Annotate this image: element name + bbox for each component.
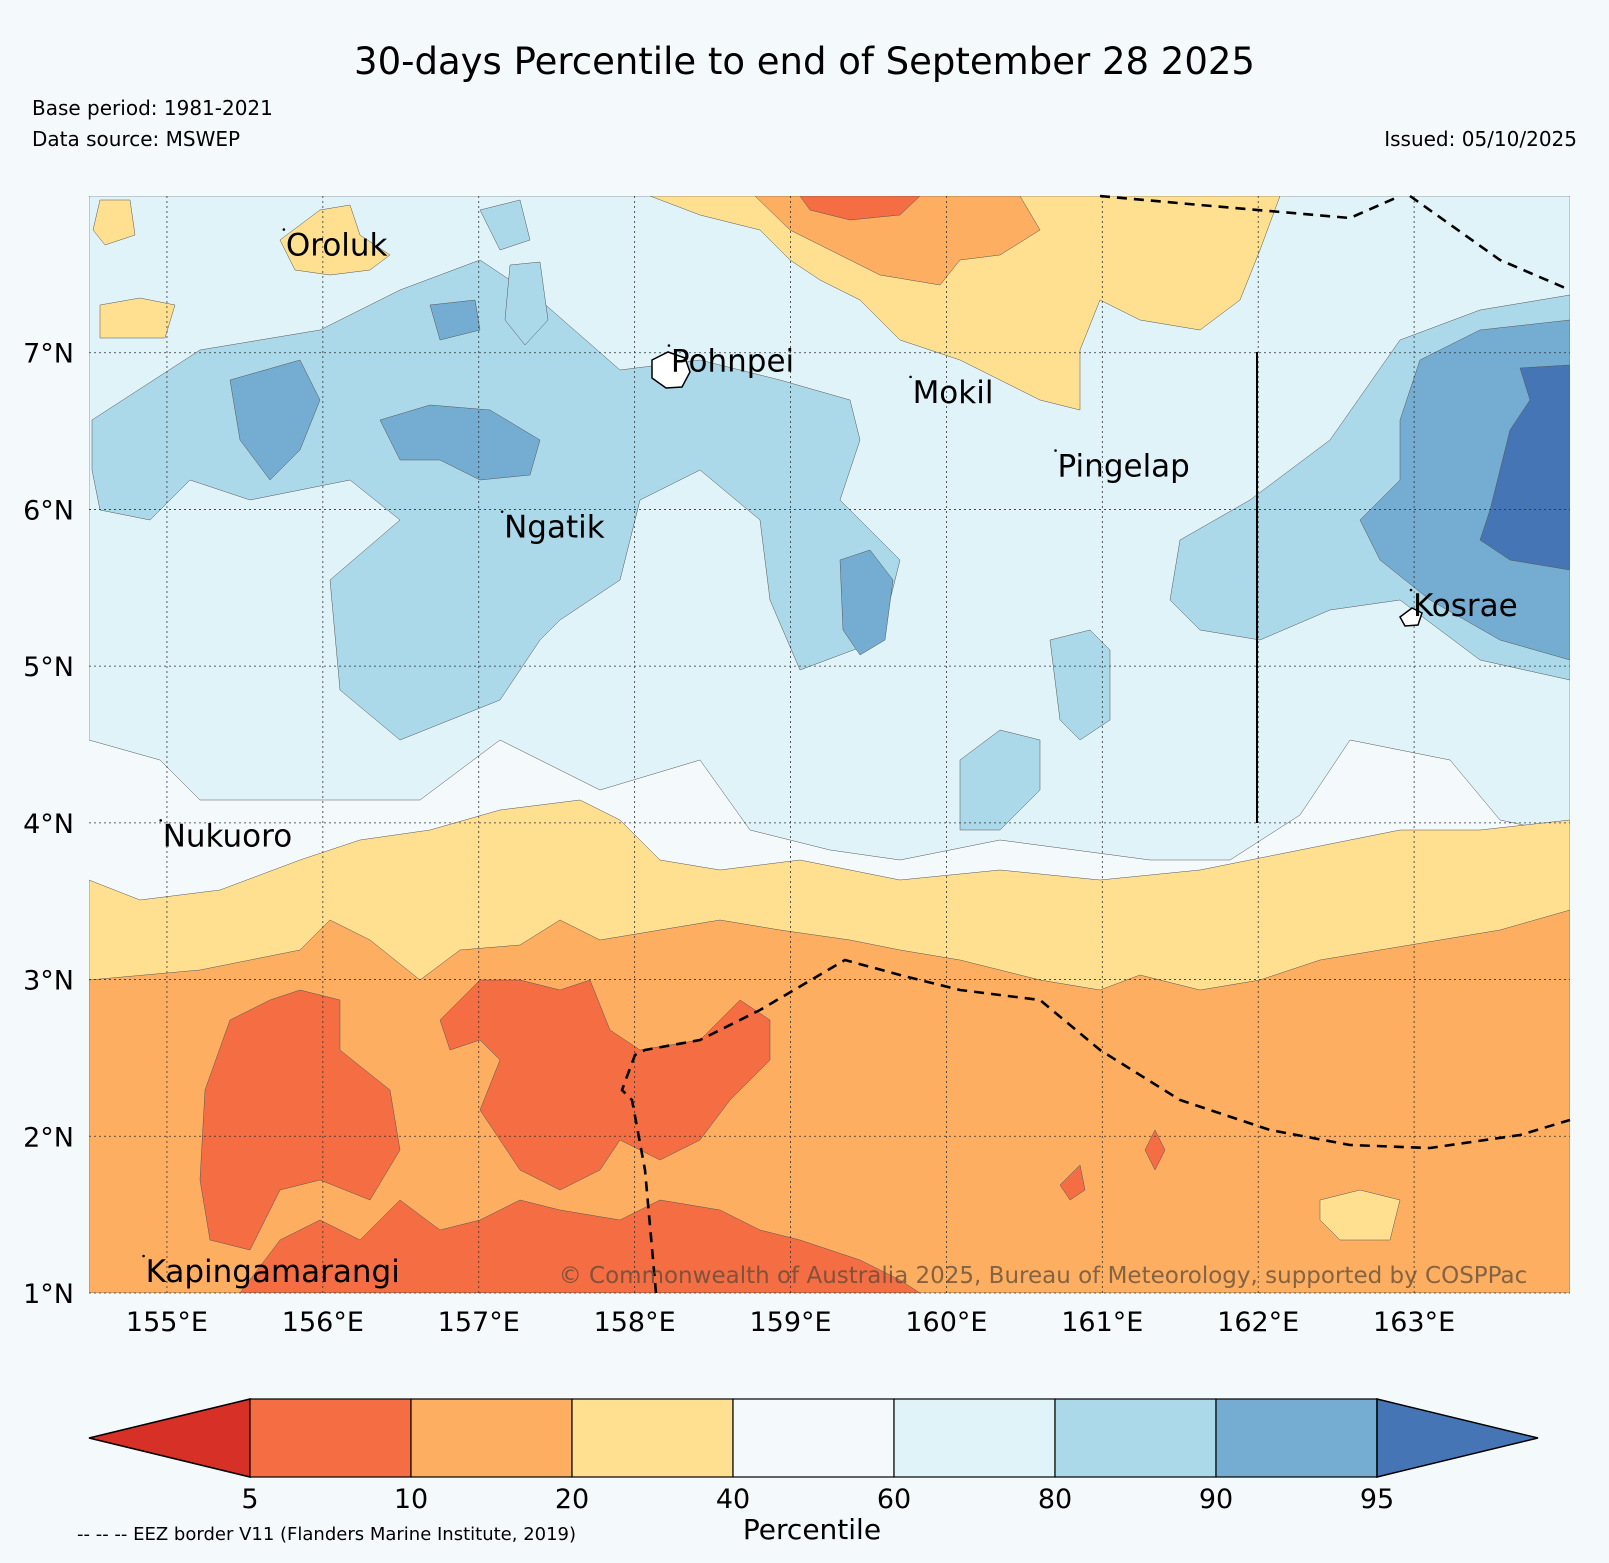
colorbar-segment [1215,1398,1378,1478]
band-90-95-d [839,549,894,656]
colorbar-label: Percentile [743,1513,881,1546]
y-tick-label: 4°N [23,809,74,840]
place-label: Pingelap [1058,449,1190,485]
x-tick-label: 156°E [282,1307,364,1338]
colorbar-segment [893,1398,1056,1478]
place-marker [1409,588,1413,592]
colorbar-segment [571,1398,734,1478]
colorbar: 5 10 20 40 60 80 90 95 [88,1398,1539,1515]
y-tick-label: 2°N [23,1122,74,1153]
band-80-90-south [959,729,1041,831]
place-label: Pohnpei [671,344,794,380]
colorbar-tick-label: 95 [1360,1484,1394,1515]
place-label: Kosrae [1413,588,1518,624]
band-80-90-nw2 [504,261,549,346]
band-20-40-nw1 [92,199,136,246]
pohnpei-island [651,351,691,389]
band-5-10-south-a [199,989,401,1251]
colorbar-segment [410,1398,573,1478]
band-5-10-south-d [1144,1129,1166,1171]
base-period-text: Base period: 1981-2021 [32,96,273,120]
colorbar-extend-high [1376,1398,1539,1478]
band-90-95-e [1359,319,1570,661]
y-tick-label: 6°N [23,495,74,526]
map-field [89,196,1570,1293]
place-marker [159,819,163,822]
y-tick-label: 7°N [23,339,74,370]
kosrae-island [1399,607,1423,627]
band-10-20-north [754,196,1041,286]
map-title: 30-days Percentile to end of September 2… [354,40,1255,83]
band-90-95-b [379,404,541,481]
eez-footnote: -- -- -- EEZ border V11 (Flanders Marine… [77,1524,576,1545]
place-label: Mokil [913,375,994,411]
eez-border-north [1099,194,1571,292]
place-label: Kapingamarangi [146,1254,400,1290]
place-label: Ngatik [504,510,605,546]
y-axis-ticks: 7°N 6°N 5°N 4°N 3°N 2°N 1°N [23,339,74,1310]
band-5-10-south-b [439,979,771,1191]
eez-border-south [620,958,1571,1294]
band-20-40-oroluk [279,204,391,276]
band-20-40-north [649,196,1281,411]
issued-date-text: Issued: 05/10/2025 [1384,127,1577,151]
place-marker [667,344,671,347]
band-5-10-south-c [239,1199,921,1293]
colorbar-tick-label: 10 [394,1484,428,1515]
x-tick-label: 159°E [749,1307,831,1338]
place-marker [282,228,286,231]
band-5-10-south-e [1059,1164,1086,1201]
band-90-95-a [229,359,321,481]
x-tick-label: 158°E [594,1307,676,1338]
x-tick-label: 162°E [1217,1307,1299,1338]
place-label: Nukuoro [163,818,292,854]
place-label: Oroluk [286,228,388,264]
colorbar-tick-label: 90 [1199,1484,1233,1515]
colorbar-segment [249,1398,412,1478]
colorbar-tick-label: 20 [555,1484,589,1515]
x-tick-label: 157°E [438,1307,520,1338]
x-axis-ticks: 155°E 156°E 157°E 158°E 159°E 160°E 161°E 162°E… [126,1307,1455,1338]
place-marker [500,510,504,513]
band-20-40-south-blob [1319,1189,1401,1241]
copyright-text: © Commonwealth of Australia 2025, Bureau… [559,1263,1528,1289]
x-tick-label: 160°E [905,1307,987,1338]
band-20-40-nw2 [99,297,176,339]
colorbar-segment [732,1398,895,1478]
colorbar-tick-label: 80 [1038,1484,1072,1515]
colorbar-tick-label: 40 [716,1484,750,1515]
band-above-95 [1479,364,1570,571]
data-source-text: Data source: MSWEP [32,127,241,151]
band-80-90-islet [1049,629,1111,741]
colorbar-extend-low [88,1398,251,1478]
place-labels: Oroluk Pohnpei Mokil Pingelap Ngatik Kosrae Nu… [142,228,1518,1290]
colorbar-tick-label: 5 [241,1484,258,1515]
colorbar-tick-label: 60 [877,1484,911,1515]
eez-borders [620,194,1571,1294]
y-tick-label: 1°N [23,1279,74,1310]
band-5-10-north [799,196,921,221]
y-tick-label: 3°N [23,966,74,997]
place-marker [909,375,912,379]
band-90-95-c [429,299,481,341]
band-80-90-nw [479,199,531,251]
x-tick-label: 161°E [1061,1307,1143,1338]
colorbar-segment [1054,1398,1217,1478]
x-tick-label: 155°E [126,1307,208,1338]
place-marker [142,1254,145,1258]
place-marker [1054,449,1057,452]
y-tick-label: 5°N [23,652,74,683]
x-tick-label: 163°E [1373,1307,1455,1338]
graticule [89,196,1570,1294]
